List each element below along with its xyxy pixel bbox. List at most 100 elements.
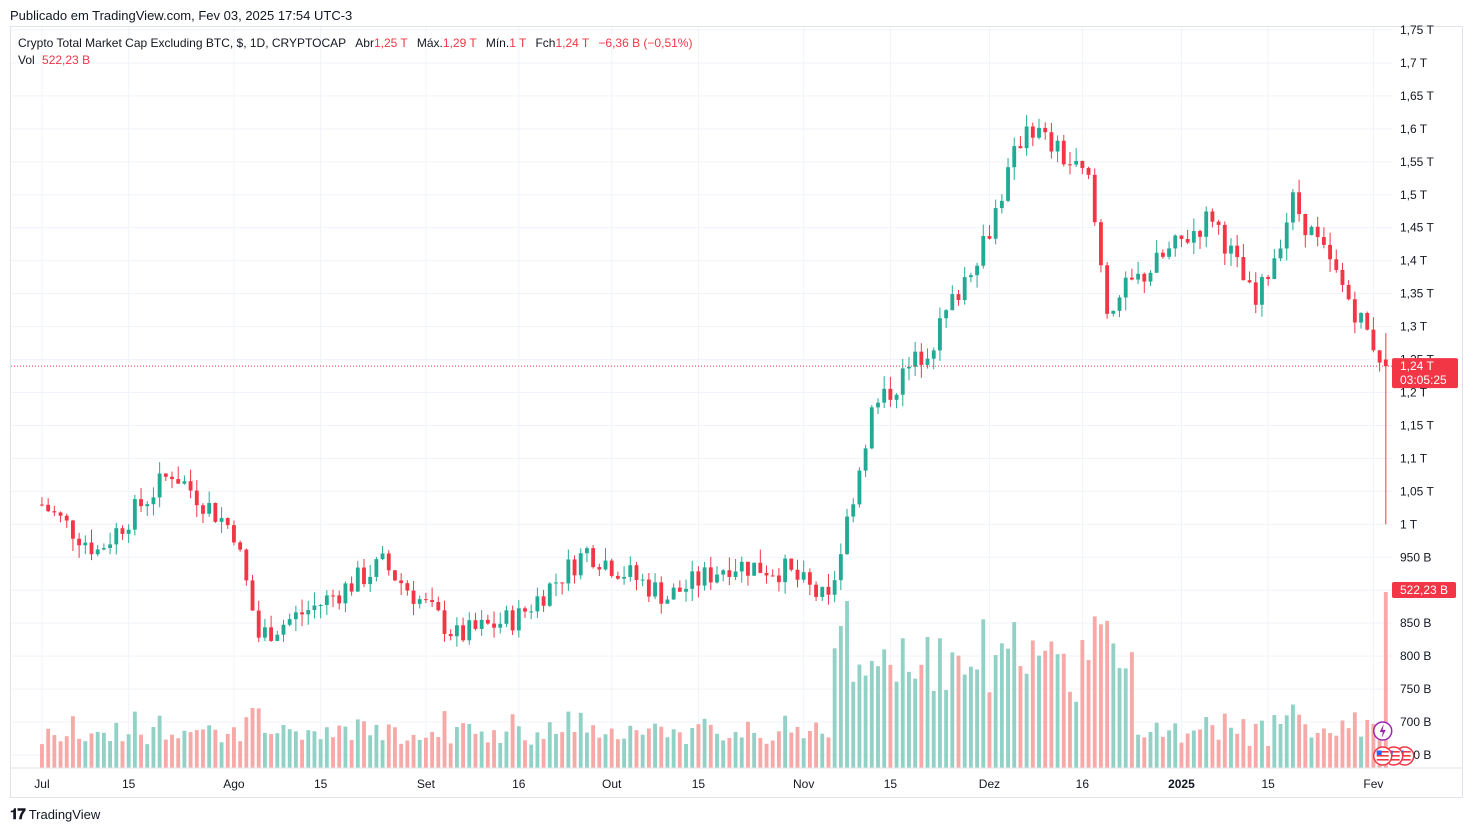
volume-bar [1303, 724, 1308, 768]
candle [1148, 270, 1153, 286]
candle [845, 508, 849, 555]
event-icons[interactable] [1372, 721, 1415, 766]
footer-brand[interactable]: 𝟏𝟕 TradingView [10, 806, 100, 823]
candle-body [411, 590, 416, 604]
volume-bar [95, 731, 100, 768]
x-tick-label: 15 [884, 777, 898, 791]
volume-bar [1012, 622, 1017, 768]
volume-bar [1136, 734, 1141, 768]
volume-bar [578, 712, 583, 768]
y-tick-label: 1,55 T [1400, 155, 1434, 169]
candle [1241, 243, 1246, 281]
candle [157, 462, 162, 508]
volume-bar [1340, 720, 1345, 768]
candle-body [832, 580, 837, 595]
candle-body [293, 612, 298, 620]
candle [684, 579, 688, 602]
candle-body [622, 576, 627, 579]
candle [101, 543, 106, 551]
volume-bar [758, 737, 763, 768]
volume-bar [541, 738, 546, 768]
volume-bar [393, 727, 397, 768]
x-tick-label: Jul [34, 777, 49, 791]
candle [1284, 212, 1289, 261]
volume-bar [888, 664, 893, 768]
volume-bar [386, 724, 391, 768]
candle [213, 502, 218, 523]
volume-bar [845, 601, 849, 768]
candle-body [479, 619, 484, 629]
candle [188, 469, 193, 499]
candle-body [132, 499, 137, 530]
volume-bar [814, 722, 818, 768]
candle-body [163, 473, 168, 477]
volume-bar [1247, 745, 1252, 768]
candle-body [1191, 231, 1196, 243]
candle-body [417, 599, 422, 604]
volume-bar [1173, 723, 1178, 768]
volume-bar [250, 708, 255, 768]
volume-bar [783, 715, 788, 768]
volume-bar [485, 742, 490, 768]
candle-body [1092, 174, 1097, 223]
volume-bar [362, 721, 366, 768]
volume-bar [343, 726, 348, 768]
candle-body [182, 481, 187, 484]
candle-body [1359, 313, 1363, 323]
us-flag-event-icon[interactable] [1372, 746, 1393, 766]
candle-body [702, 567, 707, 586]
volume-bar [1334, 735, 1339, 768]
candle-body [250, 580, 255, 611]
candle-body [677, 587, 682, 592]
volume-bar [801, 738, 806, 768]
volume-bar [318, 739, 323, 768]
volume-bar [473, 733, 478, 768]
tradingview-logo-icon: 𝟏𝟕 [10, 806, 26, 823]
volume-bar [1346, 728, 1351, 768]
legend-symbol[interactable]: Crypto Total Market Cap Excluding BTC, $… [18, 36, 346, 50]
volume-bar [244, 717, 249, 768]
candle [293, 605, 298, 632]
candle [516, 600, 521, 638]
candle [1321, 227, 1326, 249]
candle-body [615, 575, 620, 579]
candle-body [1142, 273, 1147, 282]
volume-bar [349, 739, 354, 768]
volume-bar [516, 726, 521, 768]
candle [677, 580, 682, 592]
legend-vol-value: 522,23 B [42, 53, 91, 67]
price-tags: 1,24 T 03:05:25 522,23 B [1392, 358, 1458, 598]
lightning-event-icon[interactable] [1372, 721, 1393, 741]
candle [1105, 262, 1110, 319]
y-tick-label: 1 T [1400, 517, 1418, 531]
candle [275, 630, 280, 642]
volume-bar [1315, 732, 1320, 768]
candle [1111, 310, 1116, 317]
candle [114, 522, 119, 555]
candle-body [430, 600, 435, 602]
y-tick-label: 1,35 T [1400, 287, 1434, 301]
volume-bar [275, 733, 280, 768]
candle [832, 570, 837, 603]
volume-bar [1030, 640, 1035, 768]
candle-body [52, 511, 57, 513]
volume-bar [52, 735, 57, 768]
candle [244, 548, 249, 586]
y-tick-label: 700 B [1400, 715, 1431, 729]
volume-bar [108, 741, 113, 768]
candle [238, 540, 243, 552]
volume-bar [1123, 668, 1128, 768]
candle-body [838, 554, 843, 581]
candle [634, 561, 639, 591]
price-axis[interactable]: 1,75 T 1,7 T 1,65 T 1,6 T 1,55 T 1,5 T 1,45 T 1… [1400, 23, 1434, 762]
candle [145, 501, 150, 516]
candle [479, 610, 484, 636]
time-axis[interactable]: Jul 15 Ago 15 Set 16 Out 15 Nov 15 Dez 16 2025 15 Fev [11, 767, 1463, 791]
volume-bar [950, 652, 955, 768]
candle [1272, 249, 1277, 280]
candle-body [968, 275, 973, 278]
volume-bar [269, 734, 274, 768]
volume-bar [665, 737, 670, 768]
candle [1247, 271, 1252, 284]
